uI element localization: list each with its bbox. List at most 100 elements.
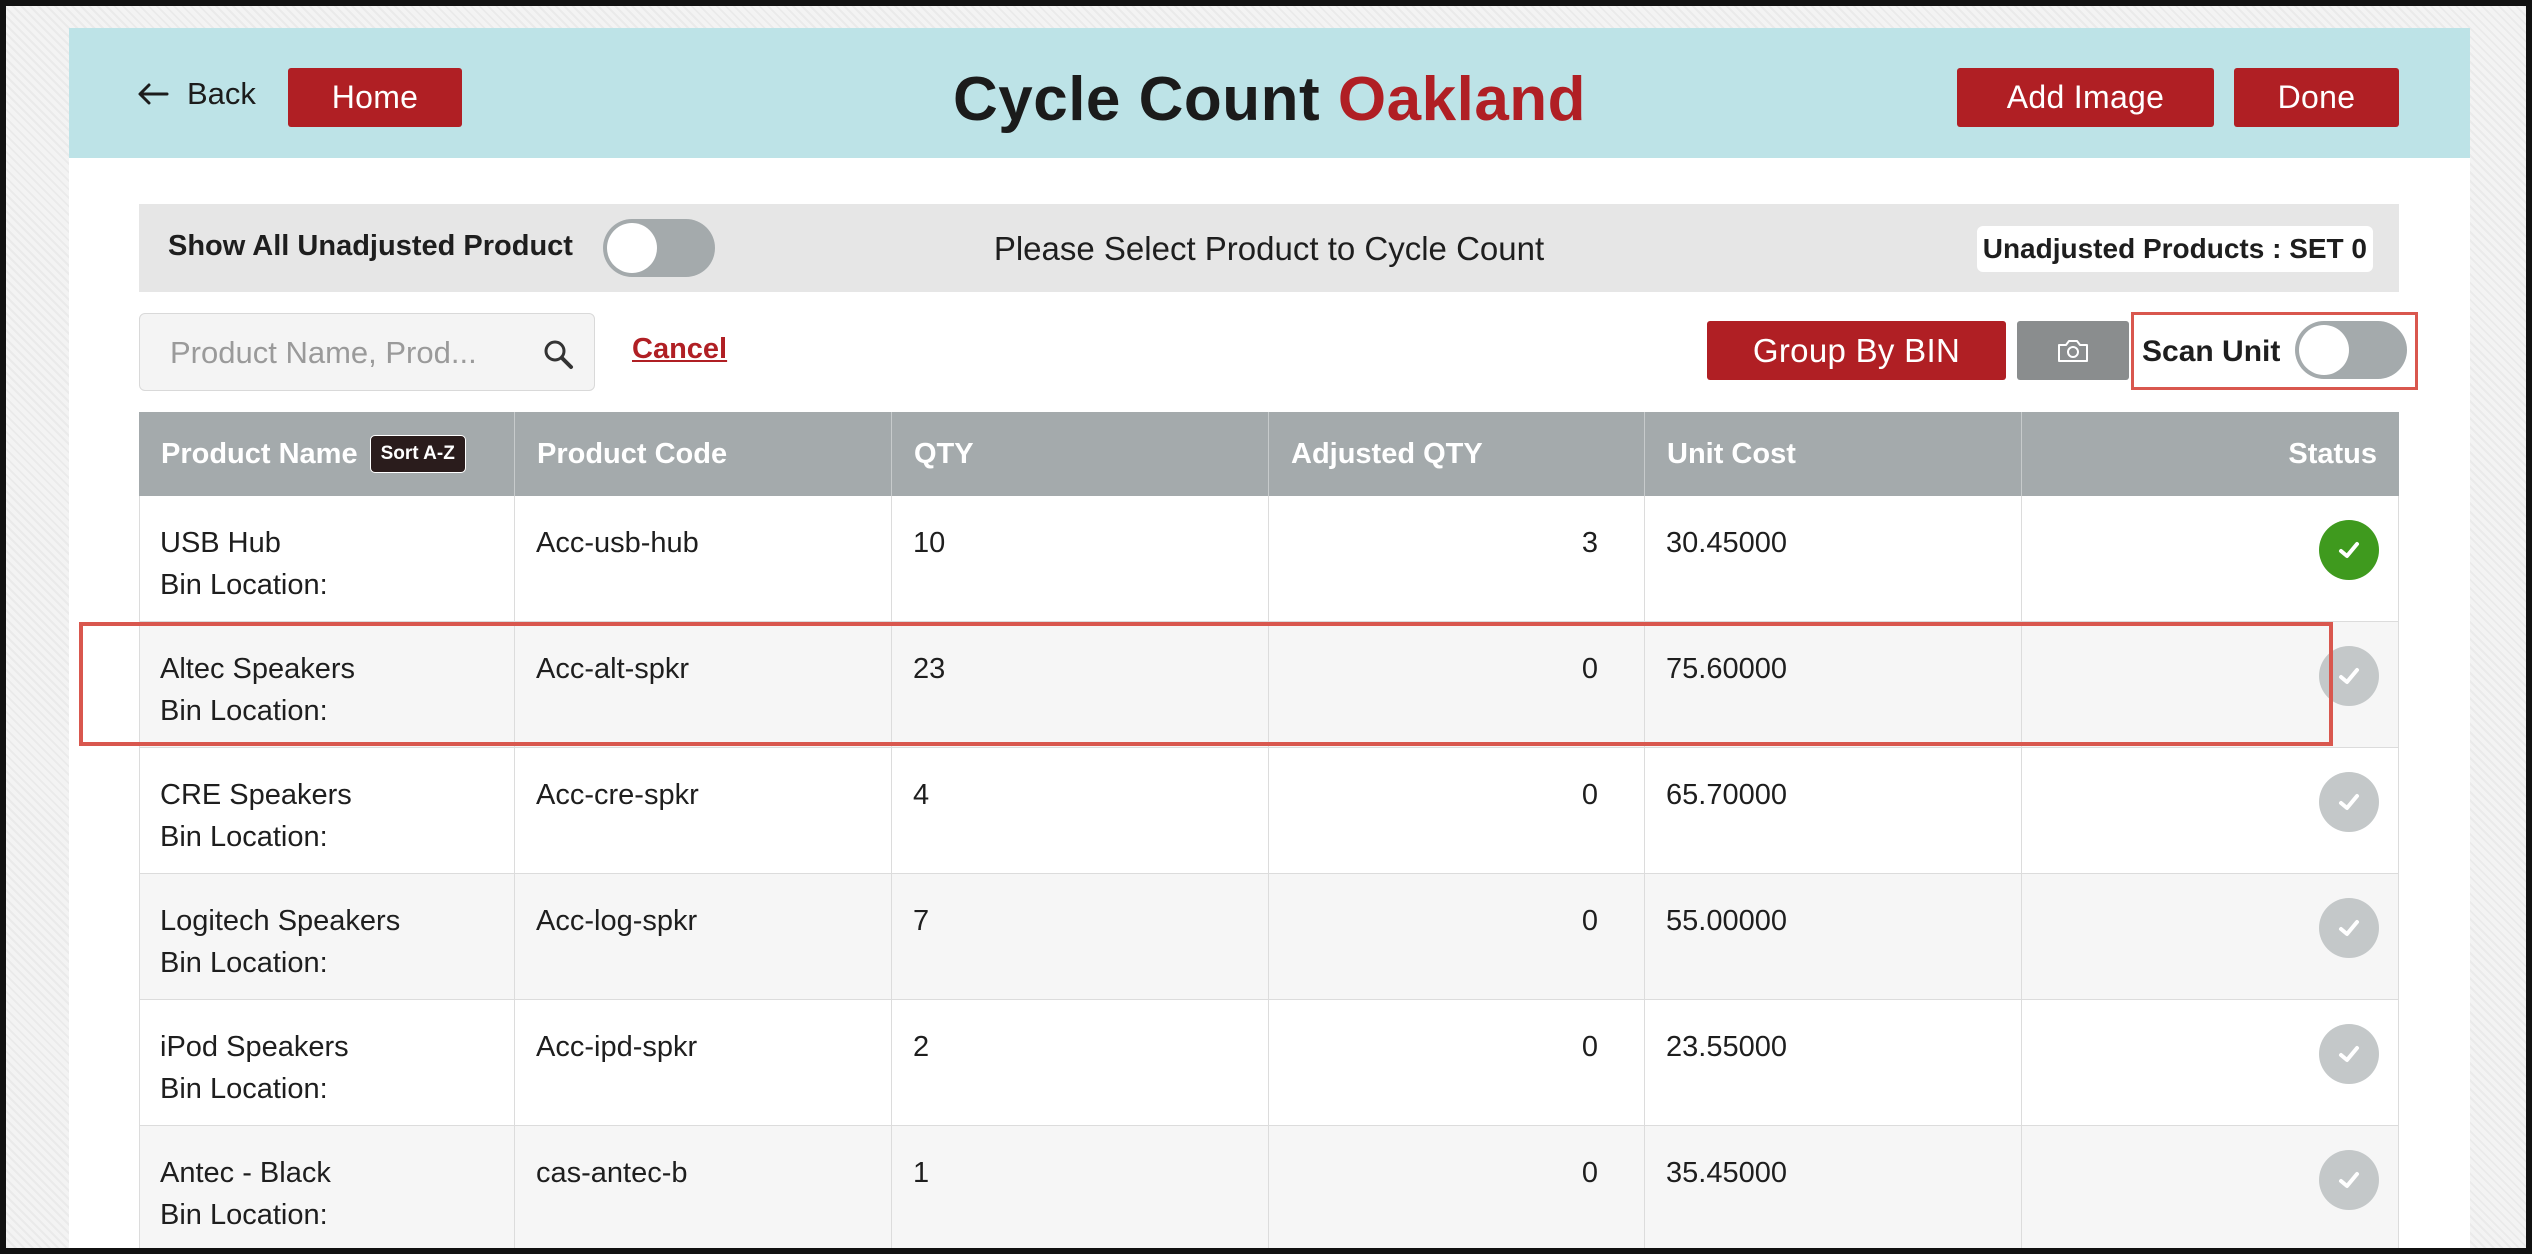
column-header-status: Status xyxy=(2288,437,2377,470)
product-code-cell: Acc-cre-spkr xyxy=(515,748,892,874)
scan-unit-label: Scan Unit xyxy=(2142,335,2281,368)
search-input[interactable] xyxy=(170,333,530,373)
camera-button[interactable] xyxy=(2017,321,2129,380)
status-adjusted-icon[interactable] xyxy=(2319,520,2379,580)
unadjusted-count-badge: Unadjusted Products : SET 0 xyxy=(1976,226,2373,272)
camera-icon xyxy=(2058,339,2088,362)
checkmark-icon xyxy=(2339,1172,2359,1188)
adjusted-qty-value: 0 xyxy=(1581,1031,1598,1063)
toggle-knob xyxy=(2299,325,2349,375)
product-code-cell: Acc-log-spkr xyxy=(515,874,892,1000)
back-label: Back xyxy=(187,76,256,111)
unit-cost-cell: 35.45000 xyxy=(1645,1126,2022,1248)
status-pending-icon[interactable] xyxy=(2319,1150,2379,1210)
product-name-cell: USB Hub Bin Location: xyxy=(139,496,515,622)
checkmark-icon xyxy=(2339,920,2359,936)
column-header-unit-cost: Unit Cost xyxy=(1645,412,2022,496)
unit-cost-cell: 55.00000 xyxy=(1645,874,2022,1000)
qty-cell: 23 xyxy=(892,622,1269,748)
qty-cell: 4 xyxy=(892,748,1269,874)
product-name-cell: CRE Speakers Bin Location: xyxy=(139,748,515,874)
product-name: Altec Speakers xyxy=(160,653,356,685)
checkmark-icon xyxy=(2339,668,2359,684)
status-cell xyxy=(2022,748,2399,874)
unit-cost-cell: 65.70000 xyxy=(1645,748,2022,874)
adjusted-qty-cell[interactable]: 0 xyxy=(1269,1000,1645,1126)
adjusted-qty-cell[interactable]: 0 xyxy=(1269,748,1645,874)
bin-location-label: Bin Location: xyxy=(160,1199,328,1231)
qty-cell: 7 xyxy=(892,874,1269,1000)
app-window: Back Home Cycle Count Oakland Add Image … xyxy=(69,28,2470,1248)
qty-value: 4 xyxy=(913,779,930,811)
checkmark-icon xyxy=(2339,794,2359,810)
status-cell xyxy=(2022,1126,2399,1248)
product-code: Acc-usb-hub xyxy=(536,527,699,559)
filter-toolbar: Show All Unadjusted Product Please Selec… xyxy=(139,204,2399,292)
scan-unit-control: Scan Unit xyxy=(2131,312,2418,390)
status-pending-icon[interactable] xyxy=(2319,898,2379,958)
instruction-text: Please Select Product to Cycle Count xyxy=(993,230,1545,267)
show-all-toggle[interactable] xyxy=(603,219,715,277)
cancel-link[interactable]: Cancel xyxy=(632,333,728,365)
table-row[interactable]: iPod Speakers Bin Location: Acc-ipd-spkr 2 0… xyxy=(139,1000,2399,1126)
column-header-label: Product Name xyxy=(161,437,358,470)
status-cell xyxy=(2022,1000,2399,1126)
table-border xyxy=(2398,496,2399,1248)
product-code-cell: Acc-alt-spkr xyxy=(515,622,892,748)
qty-value: 23 xyxy=(913,653,946,685)
header-bar: Back Home Cycle Count Oakland Add Image … xyxy=(69,28,2470,158)
product-code: Acc-log-spkr xyxy=(536,905,698,937)
adjusted-qty-cell[interactable]: 0 xyxy=(1269,874,1645,1000)
column-header-product-code: Product Code xyxy=(515,412,892,496)
unit-cost-value: 30.45000 xyxy=(1666,527,1787,559)
bin-location-label: Bin Location: xyxy=(160,1073,328,1105)
adjusted-qty-value: 0 xyxy=(1581,1157,1598,1189)
screen-frame: Back Home Cycle Count Oakland Add Image … xyxy=(6,6,2526,1248)
adjusted-qty-cell[interactable]: 0 xyxy=(1269,622,1645,748)
qty-value: 1 xyxy=(913,1157,930,1189)
done-button[interactable]: Done xyxy=(2234,68,2399,127)
column-header-product-name: Product Name Sort A-Z xyxy=(139,412,515,496)
arrow-left-icon xyxy=(138,83,169,105)
group-by-bin-button[interactable]: Group By BIN xyxy=(1707,321,2006,380)
product-code: Acc-alt-spkr xyxy=(536,653,690,685)
status-cell xyxy=(2022,622,2399,748)
add-image-button[interactable]: Add Image xyxy=(1957,68,2214,127)
table-row[interactable]: Logitech Speakers Bin Location: Acc-log-sp… xyxy=(139,874,2399,1000)
adjusted-qty-cell[interactable]: 3 xyxy=(1269,496,1645,622)
unit-cost-value: 75.60000 xyxy=(1666,653,1787,685)
product-name-cell: Altec Speakers Bin Location: xyxy=(139,622,515,748)
adjusted-qty-value: 0 xyxy=(1581,779,1598,811)
page-title-main: Cycle Count xyxy=(952,65,1321,134)
table-row[interactable]: Altec Speakers Bin Location: Acc-alt-spkr 2… xyxy=(139,622,2399,748)
status-pending-icon[interactable] xyxy=(2319,646,2379,706)
sort-button[interactable]: Sort A-Z xyxy=(369,435,466,473)
product-name: Antec - Black xyxy=(160,1157,331,1189)
table-row[interactable]: CRE Speakers Bin Location: Acc-cre-spkr 4 0 6… xyxy=(139,748,2399,874)
status-pending-icon[interactable] xyxy=(2319,772,2379,832)
product-code: cas-antec-b xyxy=(536,1157,688,1189)
product-code-cell: Acc-usb-hub xyxy=(515,496,892,622)
column-header-adjusted-qty: Adjusted QTY xyxy=(1269,412,1645,496)
table-row[interactable]: Antec - Black Bin Location: cas-antec-b 1 0 3… xyxy=(139,1126,2399,1248)
home-button[interactable]: Home xyxy=(288,68,462,127)
adjusted-qty-value: 0 xyxy=(1581,653,1598,685)
back-button[interactable]: Back xyxy=(137,74,256,114)
scan-unit-toggle[interactable] xyxy=(2295,321,2407,379)
checkmark-icon xyxy=(2339,542,2359,558)
status-pending-icon[interactable] xyxy=(2319,1024,2379,1084)
product-name: iPod Speakers xyxy=(160,1031,349,1063)
qty-value: 7 xyxy=(913,905,930,937)
qty-cell: 1 xyxy=(892,1126,1269,1248)
search-box xyxy=(139,313,595,391)
table-row[interactable]: USB Hub Bin Location: Acc-usb-hub 10 3 30.450… xyxy=(139,496,2399,622)
search-icon[interactable] xyxy=(542,338,574,370)
unit-cost-cell: 30.45000 xyxy=(1645,496,2022,622)
adjusted-qty-cell[interactable]: 0 xyxy=(1269,1126,1645,1248)
product-name: CRE Speakers xyxy=(160,779,352,811)
page-title: Cycle Count Oakland xyxy=(69,64,2470,135)
unit-cost-value: 23.55000 xyxy=(1666,1031,1787,1063)
bin-location-label: Bin Location: xyxy=(160,947,328,979)
adjusted-qty-value: 0 xyxy=(1581,905,1598,937)
product-code-cell: cas-antec-b xyxy=(515,1126,892,1248)
